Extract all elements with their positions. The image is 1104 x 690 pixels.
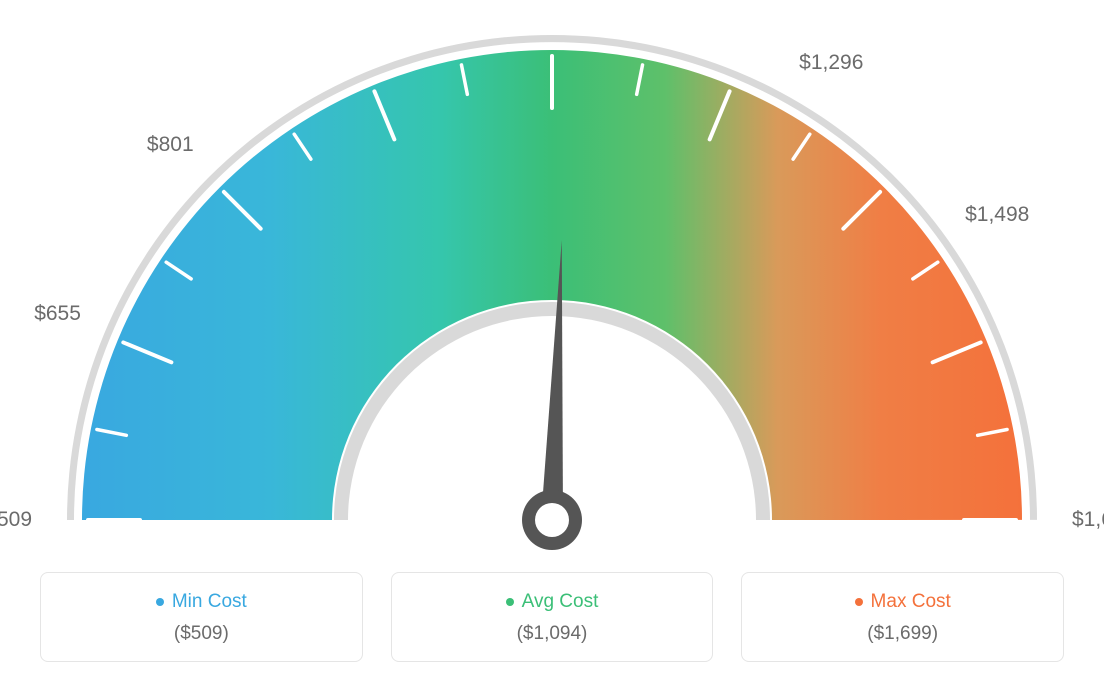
gauge-tick-label: $1,296 (799, 50, 863, 74)
legend-card-avg: Avg Cost ($1,094) (391, 572, 714, 662)
gauge-chart: $509$655$801$1,094$1,296$1,498$1,699 (0, 0, 1104, 560)
gauge-tick-label: $509 (0, 508, 32, 532)
legend-value-avg: ($1,094) (402, 623, 703, 645)
legend-row: Min Cost ($509) Avg Cost ($1,094) Max Co… (40, 572, 1064, 662)
legend-label: Min Cost (172, 591, 247, 613)
legend-card-min: Min Cost ($509) (40, 572, 363, 662)
dot-icon (506, 598, 514, 606)
cost-gauge-widget: $509$655$801$1,094$1,296$1,498$1,699 Min… (0, 0, 1104, 690)
legend-card-max: Max Cost ($1,699) (741, 572, 1064, 662)
dot-icon (156, 598, 164, 606)
gauge-tick-label: $1,699 (1072, 508, 1104, 532)
legend-label: Avg Cost (522, 591, 599, 613)
gauge-tick-label: $1,498 (965, 203, 1029, 227)
legend-title-avg: Avg Cost (506, 591, 599, 613)
legend-label: Max Cost (871, 591, 951, 613)
legend-title-max: Max Cost (855, 591, 951, 613)
legend-value-max: ($1,699) (752, 623, 1053, 645)
dot-icon (855, 598, 863, 606)
gauge-tick-label: $655 (34, 302, 81, 326)
legend-value-min: ($509) (51, 623, 352, 645)
legend-title-min: Min Cost (156, 591, 247, 613)
gauge-tick-label: $801 (147, 133, 194, 157)
